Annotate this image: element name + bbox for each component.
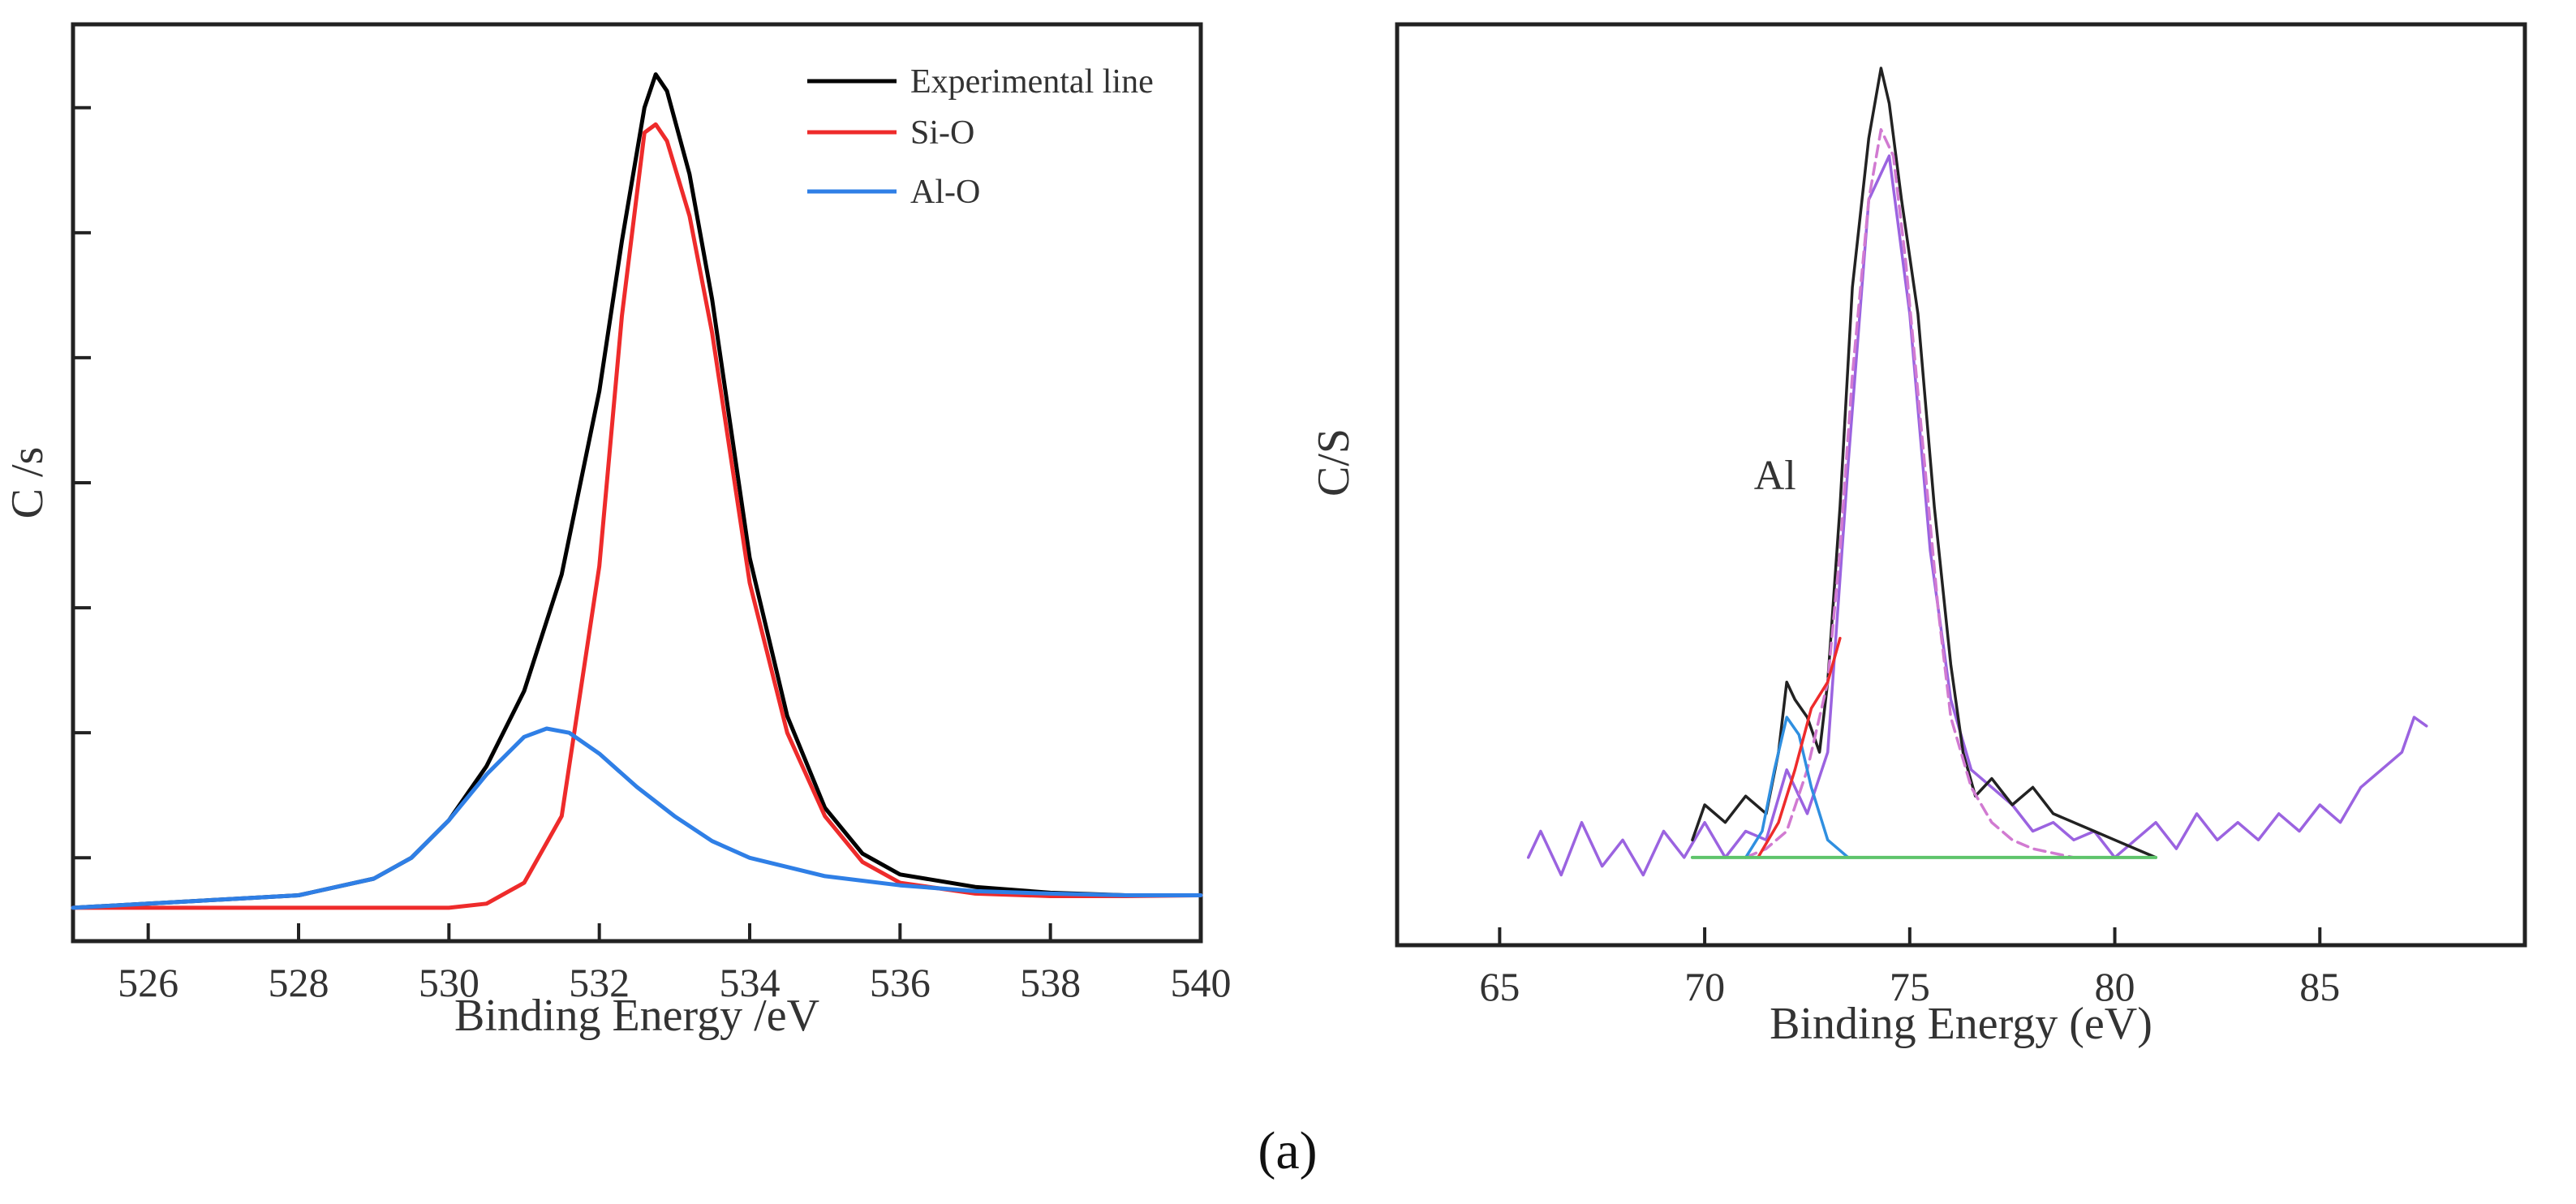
left-y-ticks bbox=[73, 105, 91, 860]
x-tick-label-532: 532 bbox=[569, 960, 630, 1005]
x-tick-label-526: 526 bbox=[118, 960, 178, 1005]
right-x-axis-label: Binding Energy (eV) bbox=[1770, 999, 2152, 1049]
series-line-al-fit bbox=[1744, 716, 1871, 859]
left-xps-chart: 526 528 530 532 534 536 538 540 Experimental li… bbox=[2, 22, 1232, 1041]
right-y-axis-label: C/S bbox=[1309, 428, 1359, 497]
x-tick-label-540: 540 bbox=[1171, 960, 1232, 1005]
right-x-ticks: 65 70 75 80 85 bbox=[1479, 927, 2340, 1009]
x-tick-label-530: 530 bbox=[419, 960, 480, 1005]
x-tick-label-534: 534 bbox=[720, 960, 781, 1005]
series-line-si-o bbox=[71, 122, 1203, 910]
legend-label-al-o: Al-O bbox=[910, 174, 980, 211]
x-tick-label-65: 65 bbox=[1479, 964, 1520, 1009]
left-legend: Experimental line Si-O Al-O bbox=[807, 63, 1154, 211]
left-y-axis-label: C /s bbox=[2, 447, 53, 519]
right-xps-chart: 65 70 75 80 85 Al Binding Energy (eV) C/S bbox=[1309, 22, 2527, 1049]
x-tick-label-75: 75 bbox=[1890, 964, 1930, 1009]
series-line-raw-purple bbox=[1526, 154, 2428, 877]
legend-label-experimental: Experimental line bbox=[910, 63, 1154, 101]
left-x-axis-label: Binding Energy /eV bbox=[454, 991, 819, 1041]
series-line-main-peak-fit bbox=[1744, 127, 2137, 859]
figure-caption: (a) bbox=[1258, 1121, 1317, 1180]
x-tick-label-80: 80 bbox=[2095, 964, 2135, 1009]
x-tick-label-536: 536 bbox=[870, 960, 931, 1005]
series-line-envelope-red bbox=[1757, 636, 1842, 859]
left-x-ticks: 526 528 530 532 534 536 538 540 bbox=[118, 923, 1232, 1005]
right-plot-frame bbox=[1395, 22, 2527, 948]
right-series-lines bbox=[1526, 67, 2428, 877]
left-series-lines bbox=[71, 72, 1203, 910]
x-tick-label-538: 538 bbox=[1020, 960, 1081, 1005]
legend-label-si-o: Si-O bbox=[910, 114, 974, 152]
x-tick-label-85: 85 bbox=[2299, 964, 2340, 1009]
series-line-al-o bbox=[71, 726, 1203, 910]
x-tick-label-528: 528 bbox=[269, 960, 329, 1005]
x-tick-label-70: 70 bbox=[1684, 964, 1725, 1009]
annotation-al: Al bbox=[1754, 453, 1796, 499]
